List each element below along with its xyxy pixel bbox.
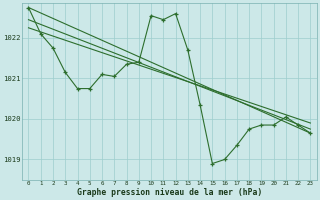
X-axis label: Graphe pression niveau de la mer (hPa): Graphe pression niveau de la mer (hPa) (77, 188, 262, 197)
